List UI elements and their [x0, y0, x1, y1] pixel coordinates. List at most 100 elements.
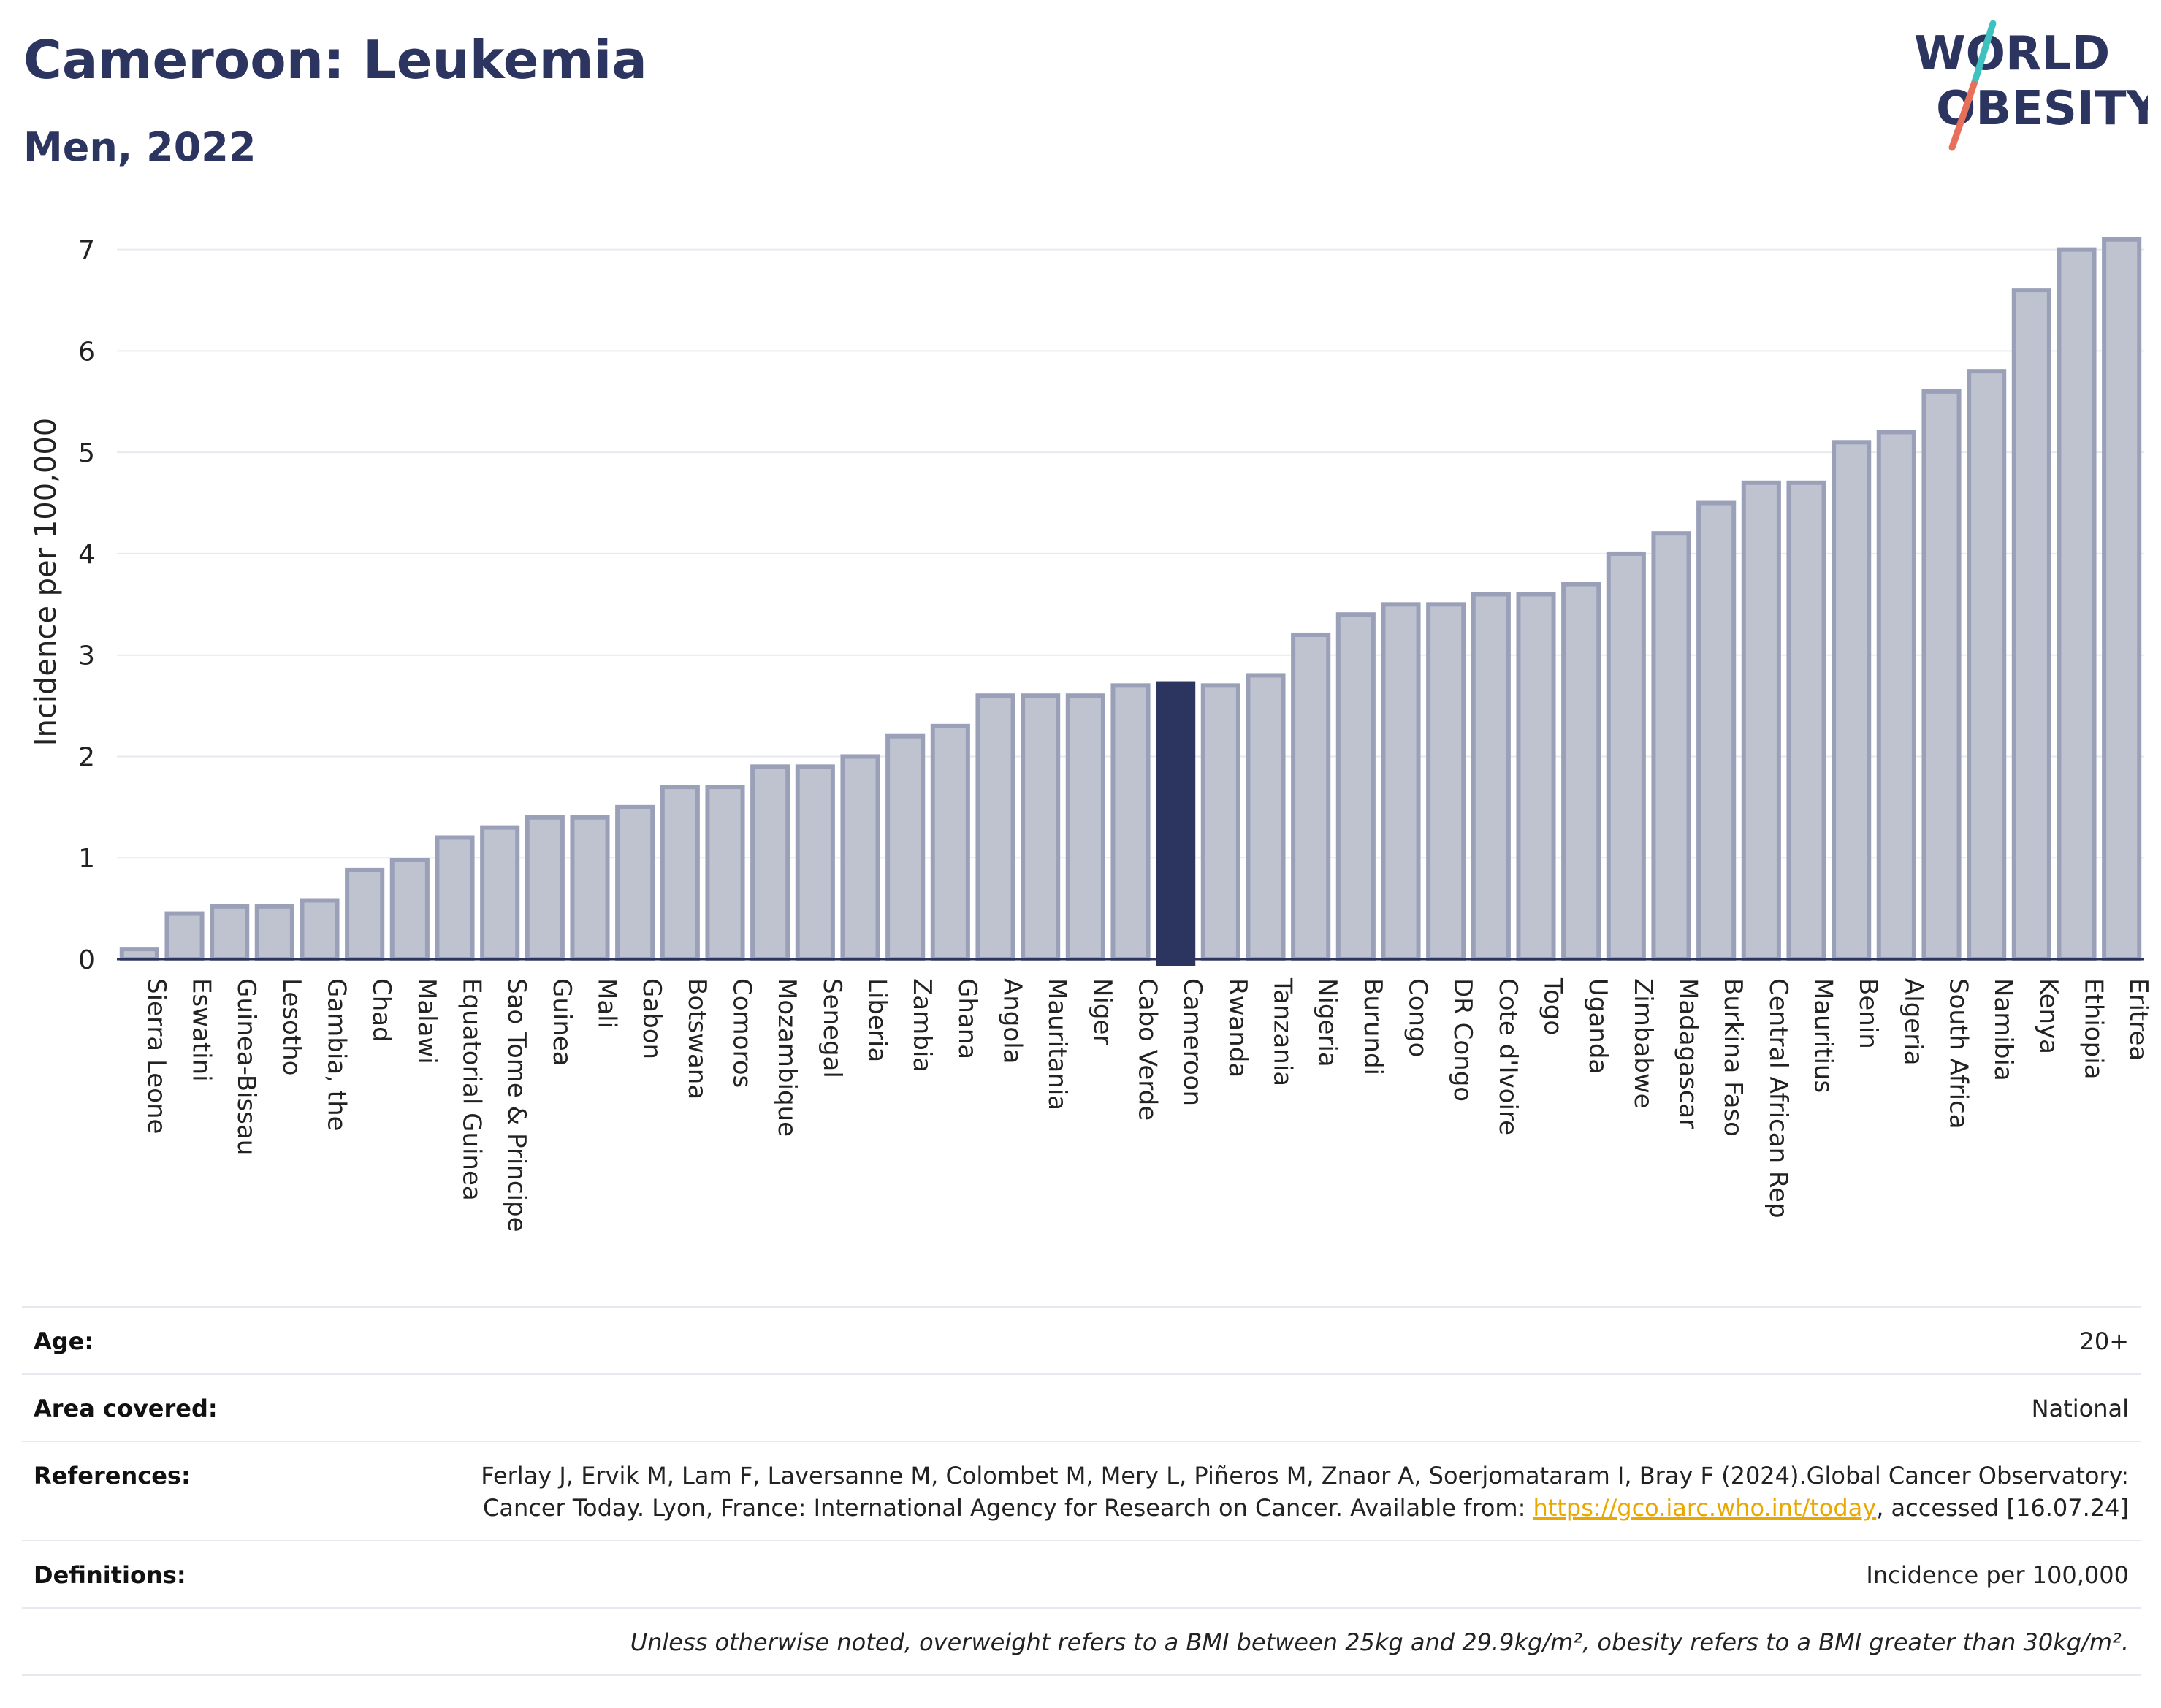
bar	[1832, 440, 1872, 961]
meta-row-area: Area covered: National	[22, 1375, 2141, 1442]
bar	[1921, 389, 1962, 961]
x-tick-label: Chad	[367, 978, 396, 1042]
logo-line1: WORLD	[1914, 27, 2110, 81]
x-tick-label: Equatorial Guinea	[457, 978, 487, 1201]
world-obesity-logo: WORLD OBESITY	[1914, 20, 2148, 151]
bars	[119, 237, 2142, 966]
x-tick-label: Mauritius	[1809, 978, 1838, 1093]
x-tick-label: Comoros	[728, 978, 757, 1088]
bar	[750, 764, 790, 961]
age-value: 20+	[2079, 1327, 2129, 1355]
x-tick-label: Cote d'Ivoire	[1493, 978, 1522, 1135]
bar	[570, 815, 610, 962]
bar	[1246, 673, 1286, 961]
references-value: Ferlay J, Ervik M, Lam F, Laversanne M, …	[412, 1460, 2129, 1524]
x-tick-label: Zimbabwe	[1628, 978, 1658, 1109]
bar	[1786, 480, 1826, 961]
references-link[interactable]: https://gco.iarc.who.int/today	[1533, 1494, 1877, 1522]
bar	[1606, 551, 1646, 961]
bar	[1291, 632, 1331, 961]
logo-slash-top	[1970, 20, 1997, 88]
x-tick-label: Ghana	[953, 978, 982, 1059]
y-tick-label: 6	[78, 337, 95, 367]
meta-row-age: Age: 20+	[22, 1308, 2141, 1375]
metadata-table: Age: 20+ Area covered: National Referenc…	[22, 1306, 2141, 1676]
x-tick-labels: Sierra Leone Eswatini Guinea-Bissau Lesotho…	[142, 977, 2153, 1232]
x-tick-label: Rwanda	[1223, 978, 1252, 1078]
bar	[1516, 592, 1556, 961]
x-tick-label: Guinea-Bissau	[232, 978, 261, 1155]
x-tick-label: Lesotho	[277, 978, 306, 1075]
bar	[1967, 369, 2007, 961]
x-tick-label: South Africa	[1944, 978, 1973, 1129]
x-tick-label: Kenya	[2034, 978, 2063, 1054]
bar	[210, 904, 250, 961]
definitions-label: Definitions:	[34, 1561, 186, 1589]
x-tick-label: Algeria	[1899, 978, 1928, 1065]
x-tick-label: Botswana	[682, 978, 712, 1099]
x-tick-label: Eswatini	[187, 978, 216, 1082]
x-tick-label: Nigeria	[1313, 978, 1342, 1067]
y-tick-label: 4	[78, 540, 95, 570]
meta-row-note: Unless otherwise noted, overweight refer…	[22, 1609, 2141, 1676]
bar	[345, 867, 385, 961]
x-tick-label: Guinea	[547, 978, 576, 1067]
chart-title: Cameroon: Leukemia	[23, 29, 647, 91]
bar-chart: Sierra Leone Eswatini Guinea-Bissau Lesotho…	[29, 236, 2153, 1232]
x-tick-label: Burundi	[1358, 978, 1387, 1075]
bar-highlighted	[1156, 681, 1196, 966]
y-axis-title: Incidence per 100,000	[29, 418, 63, 747]
x-tick-label: Cabo Verde	[1133, 978, 1162, 1121]
bar	[1110, 683, 1151, 962]
age-label: Age:	[34, 1327, 94, 1355]
bar	[1471, 592, 1511, 961]
bmi-note: Unless otherwise noted, overweight refer…	[630, 1628, 2129, 1656]
bar	[389, 858, 430, 961]
bar	[1876, 430, 1916, 961]
bar	[480, 825, 520, 962]
references-accessed: , accessed [16.07.24]	[1876, 1494, 2129, 1522]
bar	[119, 947, 159, 962]
chart-subtitle: Men, 2022	[23, 124, 256, 170]
x-tick-label: Namibia	[1989, 978, 2018, 1081]
meta-row-references: References: Ferlay J, Ervik M, Lam F, La…	[22, 1442, 2141, 1541]
x-tick-label: Sao Tome & Principe	[502, 978, 531, 1232]
x-tick-label: Sierra Leone	[142, 978, 171, 1134]
x-tick-label: Angola	[998, 978, 1027, 1064]
y-tick-label: 1	[78, 844, 95, 874]
x-tick-label: Mali	[592, 978, 622, 1029]
bar	[1021, 693, 1061, 962]
x-tick-label: Niger	[1088, 978, 1117, 1045]
x-tick-label: Benin	[1853, 978, 1883, 1049]
x-tick-label: Eritrea	[2124, 978, 2153, 1061]
bar	[300, 898, 340, 961]
bar	[435, 835, 475, 962]
x-tick-label: Liberia	[863, 978, 892, 1062]
area-label: Area covered:	[34, 1395, 218, 1422]
x-tick-label: Zambia	[907, 978, 937, 1072]
bar	[1065, 693, 1105, 962]
bar	[1741, 480, 1781, 961]
area-value: National	[2031, 1395, 2129, 1422]
definitions-value: Incidence per 100,000	[1866, 1561, 2129, 1589]
bar	[254, 904, 294, 961]
x-tick-label: Togo	[1539, 977, 1568, 1035]
x-tick-label: DR Congo	[1448, 978, 1477, 1102]
x-tick-label: Mozambique	[772, 978, 801, 1137]
bar	[1426, 602, 1466, 961]
x-tick-label: Burkina Faso	[1718, 978, 1748, 1137]
y-tick-label: 7	[78, 236, 95, 266]
bar	[975, 693, 1015, 962]
bar	[164, 911, 205, 962]
x-tick-label: Congo	[1403, 978, 1433, 1057]
references-label: References:	[34, 1462, 191, 1490]
bar	[1651, 531, 1691, 961]
x-tick-label: Gabon	[637, 978, 666, 1059]
x-tick-label: Tanzania	[1268, 977, 1297, 1086]
bar	[2102, 237, 2142, 961]
bar	[1335, 612, 1376, 961]
bar	[2057, 247, 2097, 961]
x-tick-label: Cameroon	[1178, 978, 1207, 1106]
y-tick-label: 0	[78, 945, 95, 975]
y-tick-label: 2	[78, 742, 95, 772]
